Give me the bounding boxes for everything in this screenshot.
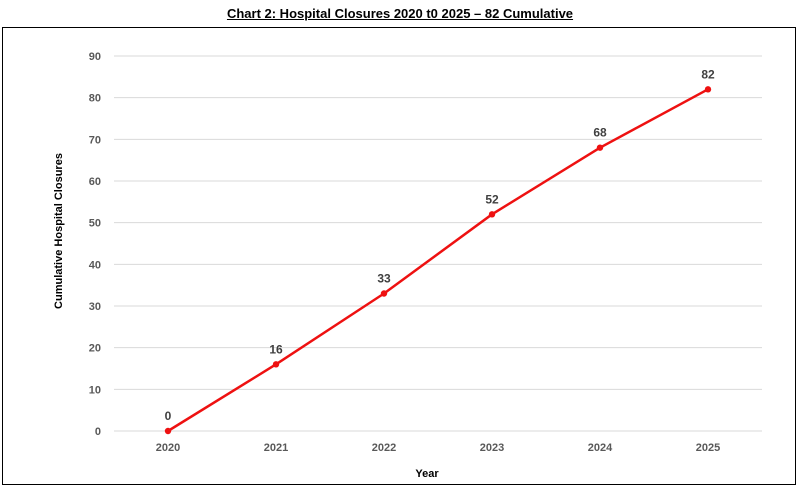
x-tick-label: 2024: [588, 442, 613, 454]
chart-title: Chart 2: Hospital Closures 2020 t0 2025 …: [226, 6, 574, 21]
chart-frame: [2, 27, 796, 485]
x-tick-label: 2025: [696, 442, 720, 454]
gridlines: [114, 55, 762, 432]
x-tick-label: 2023: [480, 442, 504, 454]
data-point: [488, 211, 496, 218]
data-point: [272, 361, 280, 368]
data-label: 0: [165, 409, 172, 423]
data-label: 33: [377, 272, 391, 286]
data-labels: 0 16 33 52 68 82: [165, 67, 715, 423]
y-tick-label: 50: [89, 218, 101, 230]
data-label: 68: [593, 126, 607, 140]
x-tick-label: 2021: [264, 442, 288, 454]
x-tick-label: 2020: [156, 442, 180, 454]
y-axis-title: Cumulative Hospital Closures: [53, 153, 65, 309]
data-point: [380, 290, 388, 297]
data-point: [164, 427, 172, 435]
x-tick-label: 2022: [372, 442, 396, 454]
data-points: [164, 86, 712, 435]
y-tick-label: 20: [89, 343, 101, 355]
data-label: 16: [269, 342, 283, 356]
data-point: [704, 86, 712, 93]
y-tick-label: 70: [89, 134, 101, 146]
data-label: 82: [701, 67, 715, 81]
y-tick-label: 60: [89, 176, 101, 188]
y-tick-label: 0: [95, 426, 101, 438]
y-tick-label: 10: [89, 384, 101, 396]
y-tick-label: 90: [89, 51, 101, 63]
y-tick-label: 80: [89, 93, 101, 105]
y-axis-ticks: 0 10 20 30 40 50 60 70 80 90: [89, 51, 101, 438]
data-label: 52: [485, 192, 499, 206]
data-point: [596, 144, 604, 151]
series-line: [167, 88, 709, 433]
y-tick-label: 40: [89, 259, 101, 271]
y-tick-label: 30: [89, 301, 101, 313]
x-axis-title: Year: [415, 468, 439, 480]
x-axis-ticks: 2020 2021 2022 2023 2024 2025: [156, 442, 720, 454]
